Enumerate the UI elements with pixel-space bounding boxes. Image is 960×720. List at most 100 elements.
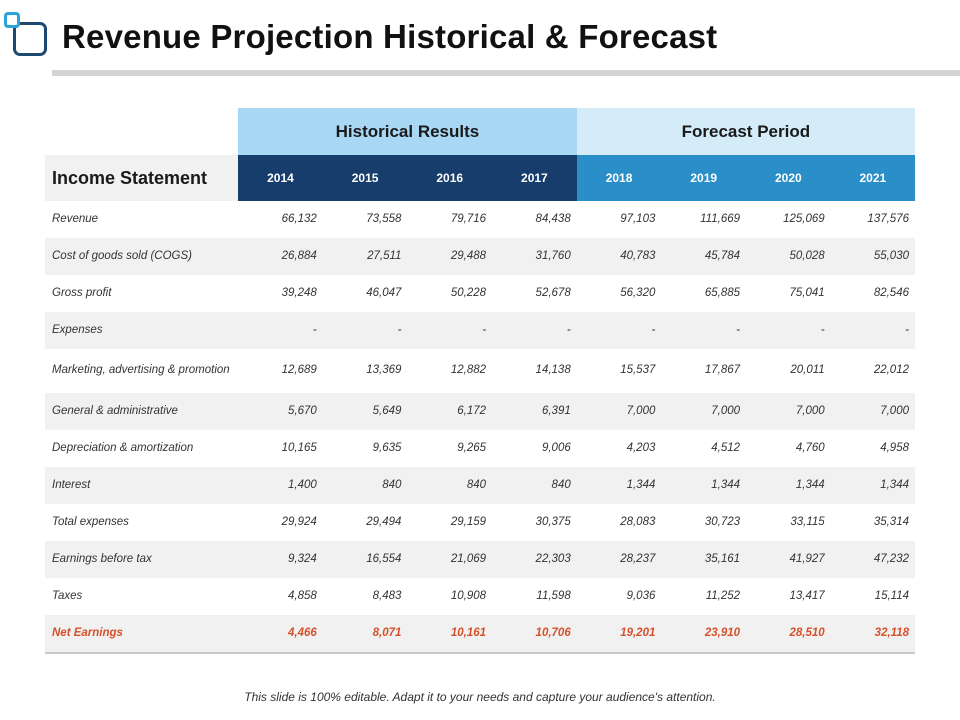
value-cell: 28,237 — [576, 541, 662, 578]
value-cell: 5,649 — [322, 393, 408, 430]
page-title: Revenue Projection Historical & Forecast — [62, 18, 718, 55]
net-earnings-row: Net Earnings 4,466 8,071 10,161 10,706 1… — [45, 615, 915, 654]
row-label: Taxes — [52, 589, 83, 602]
income-statement-header: Income Statement — [45, 155, 239, 201]
row-label: Total expenses — [52, 515, 129, 528]
row-label: Expenses — [45, 312, 239, 349]
value-cell: 10,706 — [492, 615, 577, 654]
value-cell: 1,344 — [661, 467, 747, 504]
row-label: Revenue — [52, 212, 99, 225]
value-cell: 10,161 — [407, 615, 493, 654]
value-cell: 7,000 — [576, 393, 662, 430]
row-label: Earnings before tax — [45, 541, 239, 578]
year-header-row: Income Statement 2014 2015 2016 2017 201… — [45, 155, 915, 201]
value-cell: 7,000 — [746, 393, 831, 430]
table-row: Expenses - - - - - - - - — [45, 312, 915, 349]
table-row: Revenue 66,132 73,558 79,716 84,438 97,1… — [45, 201, 915, 238]
value-cell: 4,512 — [711, 441, 741, 454]
value-cell: 11,252 — [705, 589, 741, 602]
row-label: Interest — [45, 467, 239, 504]
value-cell: 22,303 — [492, 541, 577, 578]
value-cell: 17,867 — [704, 364, 741, 377]
value-cell: 1,400 — [238, 467, 323, 504]
value-cell: 35,314 — [873, 515, 909, 528]
value-cell: 7,000 — [661, 393, 747, 430]
historical-results-header: Historical Results — [238, 108, 577, 155]
value-cell: 6,172 — [407, 393, 493, 430]
value-cell: 26,884 — [238, 238, 323, 275]
value-cell: - — [492, 312, 577, 349]
value-cell: 9,324 — [238, 541, 323, 578]
group-header-row: Historical Results Forecast Period — [45, 108, 915, 155]
row-label: General & administrative — [45, 393, 239, 430]
year-header: 2019 — [661, 155, 747, 201]
value-cell: 4,858 — [287, 589, 317, 602]
value-cell: 29,488 — [407, 238, 493, 275]
row-label: Net Earnings — [45, 615, 239, 654]
row-label: Gross profit — [52, 286, 112, 299]
value-cell: 111,669 — [700, 212, 741, 225]
value-cell: 8,483 — [372, 589, 402, 602]
income-statement-table: Historical Results Forecast Period Incom… — [45, 108, 915, 654]
value-cell: 4,958 — [880, 441, 909, 454]
logo-large-square — [13, 22, 47, 56]
value-cell: 29,159 — [450, 515, 487, 528]
year-header: 2020 — [746, 155, 831, 201]
value-cell: 23,910 — [661, 615, 747, 654]
value-cell: 29,494 — [366, 515, 402, 528]
value-cell: 12,882 — [450, 364, 487, 377]
table-row: Total expenses 29,924 29,494 29,159 30,3… — [45, 504, 915, 541]
year-header: 2014 — [238, 155, 323, 201]
logo-small-square — [4, 12, 20, 28]
value-cell: 1,344 — [746, 467, 831, 504]
value-cell: 56,320 — [620, 286, 656, 299]
value-cell: 1,344 — [830, 467, 915, 504]
value-cell: - — [407, 312, 493, 349]
value-cell: 9,635 — [372, 441, 402, 454]
value-cell: 55,030 — [830, 238, 915, 275]
value-cell: 8,071 — [322, 615, 408, 654]
value-cell: 35,161 — [661, 541, 747, 578]
value-cell: 9,265 — [457, 441, 487, 454]
value-cell: - — [746, 312, 831, 349]
table-row: Interest 1,400 840 840 840 1,344 1,344 1… — [45, 467, 915, 504]
row-label: Marketing, advertising & promotion — [52, 364, 230, 377]
forecast-period-header: Forecast Period — [576, 108, 915, 155]
value-cell: - — [238, 312, 323, 349]
value-cell: 28,510 — [746, 615, 831, 654]
value-cell: 50,228 — [450, 286, 487, 299]
value-cell: 840 — [492, 467, 577, 504]
value-cell: 47,232 — [830, 541, 915, 578]
value-cell: 7,000 — [830, 393, 915, 430]
value-cell: 22,012 — [873, 364, 909, 377]
value-cell: 15,537 — [620, 364, 656, 377]
value-cell: 46,047 — [366, 286, 402, 299]
value-cell: 29,924 — [281, 515, 317, 528]
value-cell: 32,118 — [830, 615, 915, 654]
value-cell: 97,103 — [620, 212, 656, 225]
title-underline — [52, 70, 960, 76]
value-cell: 33,115 — [790, 515, 825, 528]
value-cell: - — [322, 312, 408, 349]
value-cell: 52,678 — [535, 286, 571, 299]
value-cell: 31,760 — [492, 238, 577, 275]
value-cell: 66,132 — [281, 212, 317, 225]
year-header: 2016 — [407, 155, 493, 201]
value-cell: 84,438 — [535, 212, 571, 225]
value-cell: 75,041 — [789, 286, 825, 299]
table-row: Taxes 4,858 8,483 10,908 11,598 9,036 11… — [45, 578, 915, 615]
table-row: General & administrative 5,670 5,649 6,1… — [45, 393, 915, 430]
value-cell: 10,908 — [450, 589, 487, 602]
value-cell: 45,784 — [661, 238, 747, 275]
value-cell: 65,885 — [704, 286, 741, 299]
table-row: Earnings before tax 9,324 16,554 21,069 … — [45, 541, 915, 578]
year-header: 2021 — [830, 155, 915, 201]
value-cell: 73,558 — [366, 212, 402, 225]
value-cell: 13,417 — [789, 589, 825, 602]
value-cell: 19,201 — [576, 615, 662, 654]
value-cell: 10,165 — [281, 441, 317, 454]
value-cell: 40,783 — [576, 238, 662, 275]
value-cell: 840 — [322, 467, 408, 504]
value-cell: 50,028 — [746, 238, 831, 275]
value-cell: 840 — [407, 467, 493, 504]
